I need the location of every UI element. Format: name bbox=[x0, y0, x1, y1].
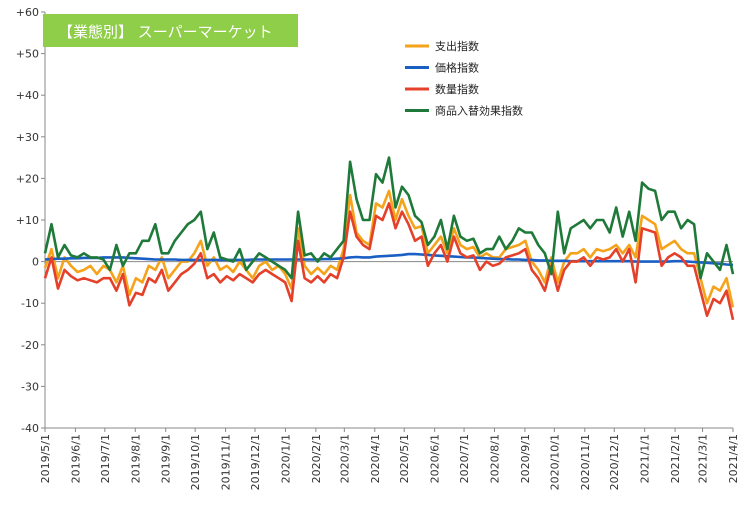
y-tick-label: +10 bbox=[16, 214, 39, 227]
x-tick-label: 2021/4/1 bbox=[727, 434, 740, 483]
x-tick-label: 2020/11/1 bbox=[579, 434, 592, 490]
series-line-3 bbox=[43, 156, 735, 280]
x-tick-label: 2020/1/1 bbox=[279, 434, 292, 483]
x-tick-label: 2019/6/1 bbox=[69, 434, 82, 483]
y-tick-label: -40 bbox=[21, 422, 39, 435]
chart-title-background bbox=[43, 14, 298, 47]
x-tick-label: 2019/11/1 bbox=[220, 434, 233, 490]
x-tick-label: 2020/6/1 bbox=[429, 434, 442, 483]
y-tick-label: +30 bbox=[16, 131, 39, 144]
x-tick-label: 2020/5/1 bbox=[398, 434, 411, 483]
x-tick-label: 2021/2/1 bbox=[669, 434, 682, 483]
y-tick-label: +20 bbox=[16, 172, 39, 185]
x-tick-label: 2020/7/1 bbox=[458, 434, 471, 483]
legend-label-1: 価格指数 bbox=[435, 61, 479, 75]
x-tick-label: 2020/2/1 bbox=[310, 434, 323, 483]
y-tick-label: 0 bbox=[32, 256, 39, 269]
x-tick-label: 2019/7/1 bbox=[99, 434, 112, 483]
y-tick-label: +50 bbox=[16, 48, 39, 61]
x-tick-label: 2020/9/1 bbox=[519, 434, 532, 483]
y-tick-label: -20 bbox=[21, 339, 39, 352]
legend-label-3: 商品入替効果指数 bbox=[435, 104, 523, 118]
x-tick-label: 2021/3/1 bbox=[697, 434, 710, 483]
legend-label-0: 支出指数 bbox=[435, 39, 479, 53]
series-layer bbox=[43, 156, 735, 321]
series-line-1 bbox=[44, 252, 734, 267]
chart-title: 【業態別】 スーパーマーケット bbox=[58, 23, 273, 41]
y-tick-label: +60 bbox=[16, 6, 39, 19]
x-tick-label: 2020/12/1 bbox=[608, 434, 621, 490]
chart-title-box: 【業態別】 スーパーマーケット bbox=[43, 14, 298, 47]
y-tick-label: -30 bbox=[21, 380, 39, 393]
series-line-0 bbox=[43, 189, 735, 308]
x-tick-label: 2019/12/1 bbox=[249, 434, 262, 490]
x-tick-label: 2020/4/1 bbox=[369, 434, 382, 483]
x-tick-label: 2020/8/1 bbox=[489, 434, 502, 483]
x-tick-label: 2019/10/1 bbox=[189, 434, 202, 490]
legend-label-2: 数量指数 bbox=[435, 82, 479, 96]
x-tick-label: 2019/9/1 bbox=[160, 434, 173, 483]
x-tick-label: 2019/5/1 bbox=[39, 434, 52, 483]
y-tick-label: -10 bbox=[21, 297, 39, 310]
x-tick-label: 2021/1/1 bbox=[639, 434, 652, 483]
x-tick-label: 2020/3/1 bbox=[338, 434, 351, 483]
y-tick-label: +40 bbox=[16, 89, 39, 102]
x-tick-label: 2019/8/1 bbox=[129, 434, 142, 483]
x-tick-label: 2020/10/1 bbox=[548, 434, 561, 490]
series-line-2 bbox=[43, 202, 735, 321]
